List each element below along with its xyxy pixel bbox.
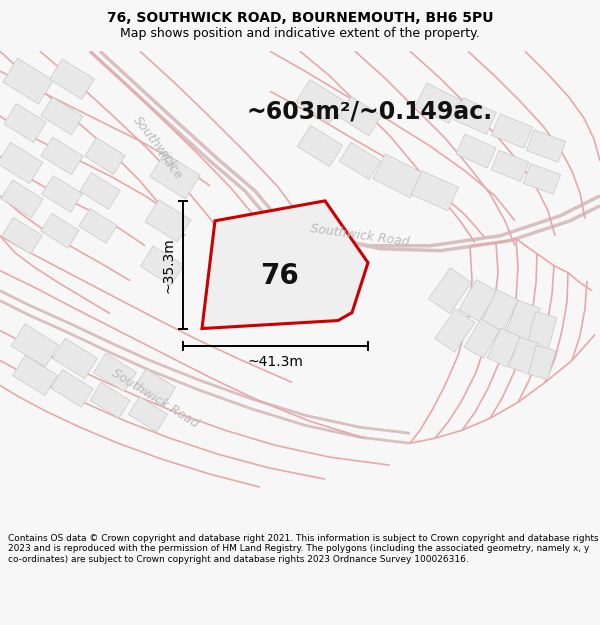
Text: Contains OS data © Crown copyright and database right 2021. This information is : Contains OS data © Crown copyright and d… bbox=[8, 534, 598, 564]
Polygon shape bbox=[456, 134, 496, 168]
Text: 76: 76 bbox=[260, 262, 299, 289]
Polygon shape bbox=[80, 173, 120, 209]
Polygon shape bbox=[4, 104, 46, 142]
Polygon shape bbox=[459, 279, 497, 322]
Text: Southwick Road: Southwick Road bbox=[109, 366, 201, 430]
Polygon shape bbox=[41, 137, 83, 175]
Polygon shape bbox=[11, 324, 59, 367]
Polygon shape bbox=[50, 59, 94, 99]
Polygon shape bbox=[340, 142, 380, 179]
Polygon shape bbox=[140, 246, 184, 286]
Text: ~603m²/~0.149ac.: ~603m²/~0.149ac. bbox=[247, 99, 493, 123]
Polygon shape bbox=[435, 309, 475, 352]
Polygon shape bbox=[373, 154, 423, 198]
Polygon shape bbox=[487, 328, 521, 367]
Polygon shape bbox=[464, 319, 500, 358]
Polygon shape bbox=[79, 209, 117, 243]
Polygon shape bbox=[454, 98, 496, 134]
Text: 76, SOUTHWICK ROAD, BOURNEMOUTH, BH6 5PU: 76, SOUTHWICK ROAD, BOURNEMOUTH, BH6 5PU bbox=[107, 11, 493, 25]
Polygon shape bbox=[51, 369, 93, 408]
Polygon shape bbox=[1, 180, 43, 218]
Polygon shape bbox=[150, 153, 200, 199]
Text: Place: Place bbox=[155, 148, 185, 182]
Polygon shape bbox=[3, 58, 53, 104]
Polygon shape bbox=[296, 79, 344, 122]
Polygon shape bbox=[529, 346, 556, 379]
Polygon shape bbox=[90, 382, 130, 418]
Polygon shape bbox=[202, 201, 368, 329]
Polygon shape bbox=[41, 214, 79, 248]
Polygon shape bbox=[482, 290, 518, 331]
Polygon shape bbox=[527, 312, 557, 349]
Polygon shape bbox=[53, 338, 97, 379]
Polygon shape bbox=[145, 200, 191, 242]
Polygon shape bbox=[0, 142, 43, 184]
Text: Map shows position and indicative extent of the property.: Map shows position and indicative extent… bbox=[120, 27, 480, 40]
Text: Southwick Road: Southwick Road bbox=[310, 222, 410, 249]
Polygon shape bbox=[128, 397, 167, 432]
Polygon shape bbox=[526, 130, 566, 162]
Polygon shape bbox=[428, 268, 472, 314]
Polygon shape bbox=[523, 164, 560, 194]
Polygon shape bbox=[491, 150, 529, 182]
Polygon shape bbox=[134, 369, 176, 406]
Polygon shape bbox=[415, 83, 461, 123]
Polygon shape bbox=[13, 355, 58, 396]
Text: Southwick: Southwick bbox=[130, 114, 180, 172]
Polygon shape bbox=[412, 171, 458, 211]
Polygon shape bbox=[509, 337, 539, 374]
Polygon shape bbox=[297, 126, 343, 167]
Polygon shape bbox=[2, 217, 42, 254]
Polygon shape bbox=[85, 138, 125, 174]
Text: ~41.3m: ~41.3m bbox=[248, 356, 304, 369]
Text: ~35.3m: ~35.3m bbox=[162, 237, 176, 292]
Polygon shape bbox=[42, 176, 82, 212]
Polygon shape bbox=[94, 353, 136, 392]
Polygon shape bbox=[41, 98, 83, 135]
Polygon shape bbox=[506, 300, 540, 341]
Polygon shape bbox=[338, 96, 382, 136]
Polygon shape bbox=[491, 114, 533, 148]
